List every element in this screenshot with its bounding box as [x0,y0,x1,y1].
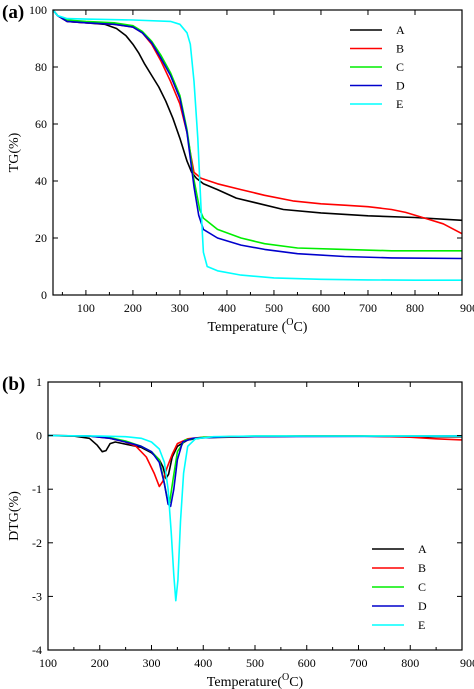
x-axis-label: Temperature (OC) [208,317,308,335]
legend-label-c: C [418,580,426,594]
x-tick-label: 700 [350,656,368,670]
y-tick-label: -2 [32,536,42,550]
x-tick-label: 600 [298,656,316,670]
x-tick-label: 200 [124,301,142,315]
panel-label: (b) [2,374,25,395]
series-line-a [47,434,462,480]
y-tick-label: 100 [29,3,47,17]
x-tick-label: 100 [39,656,57,670]
legend-label-e: E [418,618,425,632]
legend-label-d: D [396,79,405,93]
dtg-panel: 100 200 300 400 500 600 700 800 900 -4 -3 -2 -1 0 1 (b)… [2,374,474,689]
panel-label: (a) [2,2,24,23]
y-tick-label: 40 [35,174,47,188]
y-tick-label: 60 [35,117,47,131]
x-tick-label: 400 [218,301,236,315]
legend-label-e: E [396,97,403,111]
x-tick-label: 800 [401,656,419,670]
x-tick-label: 600 [312,301,330,315]
legend-label-b: B [418,561,426,575]
y-tick-label: 1 [36,375,42,389]
legend-label-a: A [396,23,405,37]
series-line-e [47,434,462,602]
series-line-e [52,9,462,281]
x-tick-label: 500 [246,656,264,670]
plot-frame [47,381,463,651]
series-lines [52,9,463,281]
x-tick-label: 800 [406,301,424,315]
x-tick-label: 400 [194,656,212,670]
x-tick-label: 200 [91,656,109,670]
x-tick-label: 700 [359,301,377,315]
y-axis-label: TG(%) [7,132,22,172]
x-tick-label: 300 [143,656,161,670]
x-axis-label: Temperature(OC) [207,672,304,689]
series-line-c [47,434,462,504]
legend-label-d: D [418,599,427,613]
x-tick-label: 900 [460,301,474,315]
series-lines [47,434,463,602]
series-line-d [52,9,463,260]
y-tick-label: -4 [32,643,42,657]
y-tick-label: -1 [32,482,42,496]
plot-frame [52,9,463,296]
x-tick-label: 500 [265,301,283,315]
y-tick-label: 20 [35,231,47,245]
legend-label-c: C [396,60,404,74]
tg-panel: 100 200 300 400 500 600 700 800 900 0 20 40 60 80 100 (… [2,2,474,335]
series-line-a [52,9,463,222]
y-tick-label: 80 [35,60,47,74]
x-tick-label: 900 [460,656,474,670]
x-tick-label: 300 [171,301,189,315]
x-tick-label: 100 [77,301,95,315]
y-axis-label: DTG(%) [7,491,22,541]
y-tick-label: 0 [36,429,42,443]
legend-label-a: A [418,542,427,556]
legend-label-b: B [396,42,404,56]
y-tick-label: 0 [41,288,47,302]
series-line-d [47,434,463,508]
y-tick-label: -3 [32,589,42,603]
